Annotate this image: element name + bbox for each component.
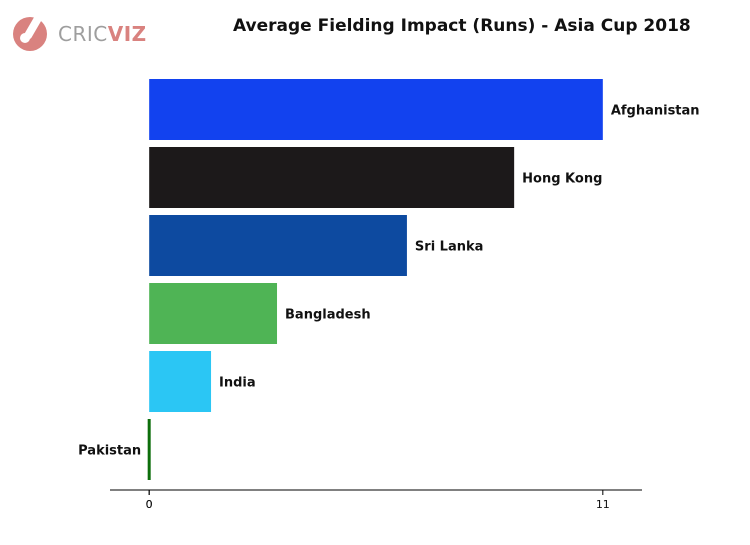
- bar-sri-lanka: [149, 215, 407, 276]
- logo-wordmark: CRICVIZ: [58, 22, 147, 46]
- bar-pakistan: [147, 419, 151, 480]
- x-tick-label-1: 0: [146, 498, 153, 511]
- bar-afghanistan: [149, 79, 603, 140]
- logo-text-cric: CRIC: [58, 22, 108, 46]
- chart-title: Average Fielding Impact (Runs) - Asia Cu…: [233, 16, 691, 36]
- bar-bangladesh: [149, 283, 278, 344]
- bar-label-afghanistan: Afghanistan: [611, 104, 700, 119]
- logo-text-viz: VIZ: [107, 22, 147, 46]
- bar-label-pakistan: Pakistan: [78, 444, 141, 459]
- bar-label-hong-kong: Hong Kong: [522, 172, 602, 187]
- bar-label-bangladesh: Bangladesh: [285, 308, 371, 323]
- bar-label-sri-lanka: Sri Lanka: [415, 240, 484, 255]
- bar-india: [149, 351, 212, 412]
- x-tick-label-0: 0: [146, 498, 153, 511]
- x-tick-label-2: 11: [596, 498, 610, 511]
- cricviz-logo: CRICVIZ: [12, 12, 162, 52]
- bar-hong-kong: [149, 147, 515, 208]
- cricket-bat-ball-icon: [13, 14, 47, 51]
- bar-label-india: India: [219, 376, 256, 391]
